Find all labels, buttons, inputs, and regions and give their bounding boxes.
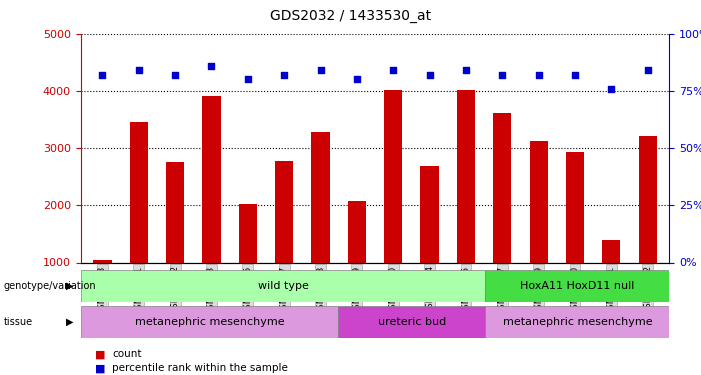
Bar <box>130 122 148 262</box>
Text: metanephric mesenchyme: metanephric mesenchyme <box>503 316 652 327</box>
Text: ▶: ▶ <box>66 316 74 327</box>
Point <box>315 68 326 74</box>
Point <box>170 72 181 78</box>
Text: GDS2032 / 1433530_at: GDS2032 / 1433530_at <box>270 9 431 23</box>
Point <box>206 63 217 69</box>
Bar <box>203 96 221 262</box>
Text: genotype/variation: genotype/variation <box>4 281 96 291</box>
Point <box>642 68 653 74</box>
Bar <box>384 90 402 262</box>
Bar <box>485 306 669 338</box>
Point <box>133 68 144 74</box>
Text: ■: ■ <box>95 350 105 359</box>
Bar <box>639 135 657 262</box>
Bar <box>239 204 257 262</box>
Point <box>533 72 544 78</box>
Bar <box>421 166 439 262</box>
Bar <box>93 260 111 262</box>
Text: percentile rank within the sample: percentile rank within the sample <box>112 363 288 373</box>
Point <box>496 72 508 78</box>
Point <box>569 72 580 78</box>
Point <box>97 72 108 78</box>
Point <box>243 76 254 82</box>
Bar <box>529 141 547 262</box>
Bar <box>457 90 475 262</box>
Bar <box>81 306 338 338</box>
Text: ■: ■ <box>95 363 105 373</box>
Bar <box>311 132 329 262</box>
Text: metanephric mesenchyme: metanephric mesenchyme <box>135 316 284 327</box>
Bar <box>494 112 511 262</box>
Text: HoxA11 HoxD11 null: HoxA11 HoxD11 null <box>520 281 634 291</box>
Bar <box>566 152 584 262</box>
Text: ▶: ▶ <box>66 281 74 291</box>
Point <box>351 76 362 82</box>
Point <box>461 68 472 74</box>
Bar <box>275 161 293 262</box>
Point <box>606 86 617 92</box>
Bar <box>81 270 485 302</box>
Text: count: count <box>112 350 142 359</box>
Bar <box>485 270 669 302</box>
Text: wild type: wild type <box>257 281 308 291</box>
Point <box>278 72 290 78</box>
Text: tissue: tissue <box>4 316 33 327</box>
Point <box>424 72 435 78</box>
Point <box>388 68 399 74</box>
Bar <box>338 306 485 338</box>
Bar <box>166 162 184 262</box>
Bar <box>348 201 366 262</box>
Bar <box>602 240 620 262</box>
Text: ureteric bud: ureteric bud <box>378 316 446 327</box>
